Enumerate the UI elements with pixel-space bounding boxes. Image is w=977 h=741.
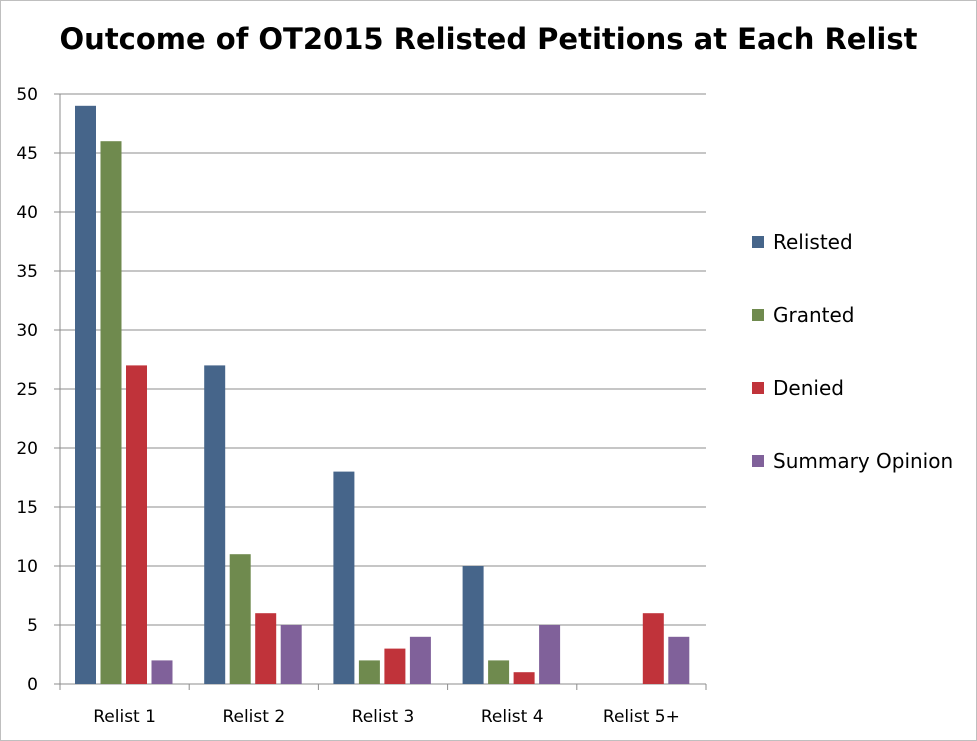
bar-summary-opinion-relist-3 [409,636,431,684]
legend-label: Granted [773,303,855,327]
chart-legend: Relisted Granted Denied Summary Opinion [752,226,953,518]
x-tick-label-relist-4: Relist 4 [481,707,544,727]
bar-denied-relist-3 [384,648,406,684]
bar-relisted-relist-1 [75,105,96,685]
y-tick-label-40: 40 [16,203,38,223]
bar-granted-relist-4 [488,660,510,684]
legend-item-summary-opinion: Summary Opinion [752,445,953,518]
bar-summary-opinion-relist-4 [539,625,561,684]
bar-relisted-relist-3 [333,471,355,684]
bar-relisted-relist-2 [204,365,226,684]
y-tick-label-30: 30 [16,321,38,341]
legend-item-relisted: Relisted [752,226,953,299]
y-tick-label-35: 35 [16,262,38,282]
bar-summary-opinion-relist-1 [151,660,173,684]
x-tick-label-relist-1: Relist 1 [93,707,156,727]
legend-item-granted: Granted [752,299,953,372]
y-tick-label-20: 20 [16,439,38,459]
y-tick-label-25: 25 [16,380,38,400]
y-tick-label-50: 50 [16,85,38,105]
bar-granted-relist-2 [229,554,251,684]
legend-label: Relisted [773,230,853,254]
y-tick-label-45: 45 [16,144,38,164]
bar-summary-opinion-relist-5- [668,636,690,684]
y-tick-label-15: 15 [16,498,38,518]
legend-swatch [752,236,764,248]
x-tick-label-relist-3: Relist 3 [352,707,415,727]
bar-summary-opinion-relist-2 [280,625,302,684]
y-tick-label-5: 5 [27,616,38,636]
bar-denied-relist-2 [255,613,277,684]
legend-swatch [752,455,764,467]
x-tick-label-relist-5-: Relist 5+ [603,707,680,727]
legend-label: Summary Opinion [773,449,954,473]
legend-swatch [752,309,764,321]
legend-label: Denied [773,376,844,400]
bar-granted-relist-3 [358,660,380,684]
y-tick-label-0: 0 [27,675,38,695]
legend-swatch [752,382,764,394]
bar-granted-relist-1 [100,141,122,684]
bar-denied-relist-5- [642,613,664,684]
y-tick-label-10: 10 [16,557,38,577]
bar-denied-relist-1 [126,365,147,684]
bar-denied-relist-4 [513,672,535,684]
x-tick-label-relist-2: Relist 2 [222,707,285,727]
chart-title: Outcome of OT2015 Relisted Petitions at … [59,22,918,56]
legend-item-denied: Denied [752,372,953,445]
bar-relisted-relist-4 [462,566,484,684]
